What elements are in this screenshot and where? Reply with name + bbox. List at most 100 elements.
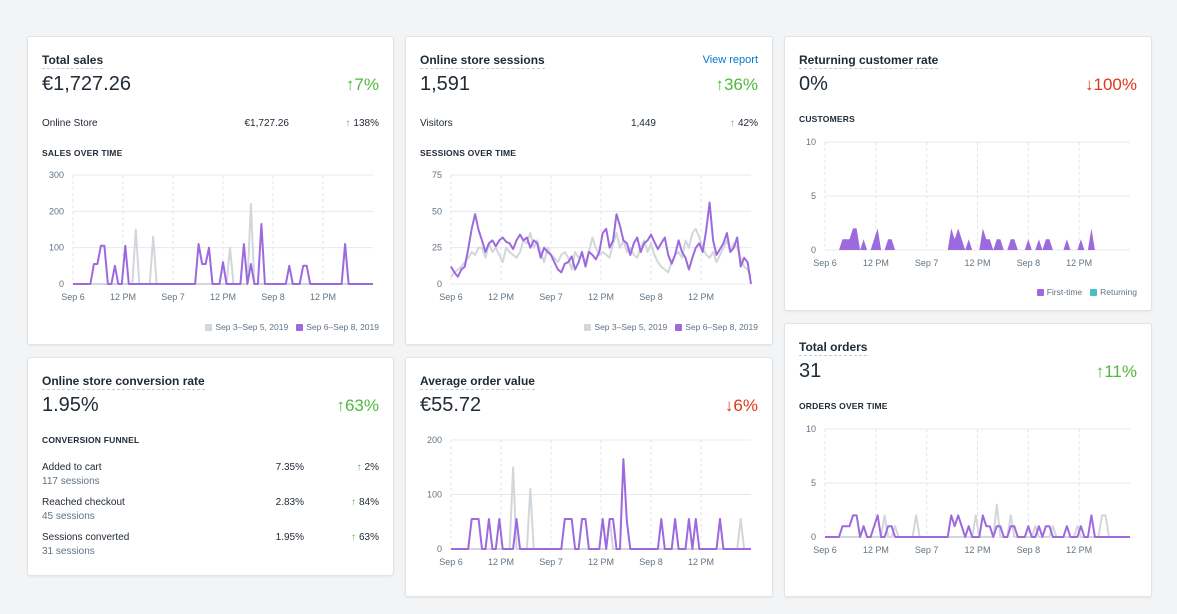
- y-tick-label: 0: [437, 544, 442, 554]
- view-report-link[interactable]: View report: [702, 54, 758, 66]
- aov-chart: 0 100 200 Sep 6 12 PM Sep 7 12 PM Sep 8 12 PM: [427, 435, 751, 567]
- customers-legend: First-time Returning: [1033, 287, 1137, 297]
- legend-first-time-label: First-time: [1046, 287, 1083, 297]
- aov-delta: ↓6%: [724, 396, 758, 415]
- x-tick-label: Sep 6: [813, 545, 837, 555]
- funnel-row-delta: ↑ 63%: [350, 532, 379, 543]
- x-tick-label: Sep 6: [813, 258, 837, 268]
- y-tick-label: 0: [437, 279, 442, 289]
- total-sales-value: €1,727.26: [42, 73, 131, 95]
- funnel-row-value: 1.95%: [275, 532, 304, 543]
- current-series-line: [450, 201, 752, 285]
- orders-card: Total orders 31 ↑11% ORDERS OVER TIME 0 5…: [784, 323, 1152, 597]
- returning-customer-card: Returning customer rate 0% ↓100% CUSTOME…: [784, 36, 1152, 311]
- first-time-area: [825, 228, 1130, 250]
- sessions-legend: Sep 3–Sep 5, 2019 Sep 6–Sep 8, 2019: [580, 322, 758, 332]
- conversion-title[interactable]: Online store conversion rate: [42, 374, 205, 390]
- sales-legend: Sep 3–Sep 5, 2019 Sep 6–Sep 8, 2019: [201, 322, 379, 332]
- x-tick-label: 12 PM: [488, 557, 514, 567]
- arrow-up-icon: ↑: [345, 118, 351, 129]
- y-tick-label: 10: [806, 424, 816, 434]
- x-tick-label: Sep 7: [539, 557, 563, 567]
- funnel-row-delta: ↑ 2%: [356, 462, 379, 473]
- online-store-value: €1,727.26: [244, 118, 290, 129]
- online-store-label: Online Store: [42, 118, 98, 129]
- conversion-card: Online store conversion rate 1.95% ↑63% …: [27, 357, 394, 576]
- x-tick-label: 12 PM: [863, 545, 889, 555]
- x-tick-label: 12 PM: [688, 292, 714, 302]
- x-tick-label: Sep 7: [915, 545, 939, 555]
- x-tick-label: Sep 8: [639, 292, 663, 302]
- previous-series-line: [450, 227, 752, 278]
- sessions-delta: ↑36%: [715, 75, 758, 94]
- x-tick-label: Sep 7: [161, 292, 185, 302]
- x-tick-label: 12 PM: [1066, 545, 1092, 555]
- aov-title[interactable]: Average order value: [420, 374, 535, 390]
- funnel-row-value: 7.35%: [275, 462, 304, 473]
- funnel-row-value: 2.83%: [275, 497, 304, 508]
- legend-previous-swatch: [584, 323, 592, 331]
- returning-title[interactable]: Returning customer rate: [799, 53, 939, 69]
- x-tick-label: Sep 8: [1017, 258, 1041, 268]
- sessions-title[interactable]: Online store sessions: [420, 53, 545, 69]
- funnel-row-sessions: 45 sessions: [42, 511, 95, 522]
- x-tick-label: Sep 8: [639, 557, 663, 567]
- aov-card: Average order value €55.72 ↓6% 0 100 200 Se…: [405, 357, 773, 597]
- aov-value: €55.72: [420, 394, 482, 416]
- x-tick-label: 12 PM: [110, 292, 136, 302]
- legend-previous-label: Sep 3–Sep 5, 2019: [215, 322, 289, 332]
- funnel-row-label: Reached checkout: [42, 497, 125, 508]
- orders-title[interactable]: Total orders: [799, 340, 868, 356]
- y-tick-label: 75: [432, 170, 442, 180]
- x-tick-label: Sep 7: [539, 292, 563, 302]
- legend-current-label: Sep 6–Sep 8, 2019: [685, 322, 758, 332]
- sessions-over-time-heading: SESSIONS OVER TIME: [420, 148, 517, 158]
- sessions-value: 1,591: [420, 73, 471, 95]
- x-tick-label: Sep 6: [439, 292, 463, 302]
- funnel-row-sessions: 31 sessions: [42, 546, 95, 557]
- legend-previous-swatch: [205, 323, 213, 331]
- x-tick-label: 12 PM: [964, 258, 990, 268]
- y-tick-label: 100: [427, 490, 442, 500]
- legend-current-swatch: [675, 323, 683, 331]
- legend-previous-label: Sep 3–Sep 5, 2019: [594, 322, 668, 332]
- customers-heading: CUSTOMERS: [799, 114, 855, 124]
- x-tick-label: 12 PM: [588, 557, 614, 567]
- funnel-row-label: Added to cart: [42, 462, 102, 473]
- visitors-label: Visitors: [420, 118, 453, 129]
- arrow-up-icon: ↑: [729, 118, 735, 129]
- orders-value: 31: [799, 360, 822, 382]
- returning-value: 0%: [799, 73, 828, 95]
- y-tick-label: 200: [49, 206, 64, 216]
- x-tick-label: 12 PM: [310, 292, 336, 302]
- total-sales-card: Total sales €1,727.26 ↑7% Online Store €…: [27, 36, 394, 345]
- y-tick-label: 10: [806, 137, 816, 147]
- sessions-chart: 0 25 50 75 Sep 6 12 PM Sep 7 12 PM Sep 8 12 PM: [432, 170, 752, 302]
- x-tick-label: 12 PM: [210, 292, 236, 302]
- customers-chart: 0 5 10 Sep 6 12 PM Sep 7 12 PM Sep 8 12 PM: [806, 137, 1130, 268]
- legend-current-label: Sep 6–Sep 8, 2019: [306, 322, 379, 332]
- orders-chart: 0 5 10 Sep 6 12 PM Sep 7 12 PM Sep 8 12 PM: [806, 424, 1130, 555]
- legend-current-swatch: [296, 323, 304, 331]
- conversion-delta: ↑63%: [336, 396, 379, 415]
- y-tick-label: 200: [427, 435, 442, 445]
- legend-first-time-swatch: [1036, 288, 1044, 296]
- sessions-card: Online store sessions View report 1,591 …: [405, 36, 773, 345]
- y-tick-label: 300: [49, 170, 64, 180]
- x-tick-label: Sep 6: [439, 557, 463, 567]
- conversion-funnel-heading: CONVERSION FUNNEL: [42, 435, 140, 445]
- x-tick-label: 12 PM: [863, 258, 889, 268]
- x-tick-label: 12 PM: [488, 292, 514, 302]
- total-sales-title[interactable]: Total sales: [42, 53, 104, 69]
- sales-over-time-heading: SALES OVER TIME: [42, 148, 123, 158]
- visitors-value: 1,449: [630, 118, 656, 129]
- x-tick-label: Sep 7: [915, 258, 939, 268]
- x-tick-label: Sep 8: [1017, 545, 1041, 555]
- x-tick-label: 12 PM: [688, 557, 714, 567]
- orders-delta: ↑11%: [1095, 362, 1137, 381]
- conversion-value: 1.95%: [42, 394, 99, 416]
- sales-chart: 0 100 200 300 Sep 6 12 PM Sep 7 12 PM Sep 8 12 PM: [49, 170, 373, 302]
- x-tick-label: Sep 8: [261, 292, 285, 302]
- x-tick-label: 12 PM: [964, 545, 990, 555]
- current-series-line: [451, 458, 751, 550]
